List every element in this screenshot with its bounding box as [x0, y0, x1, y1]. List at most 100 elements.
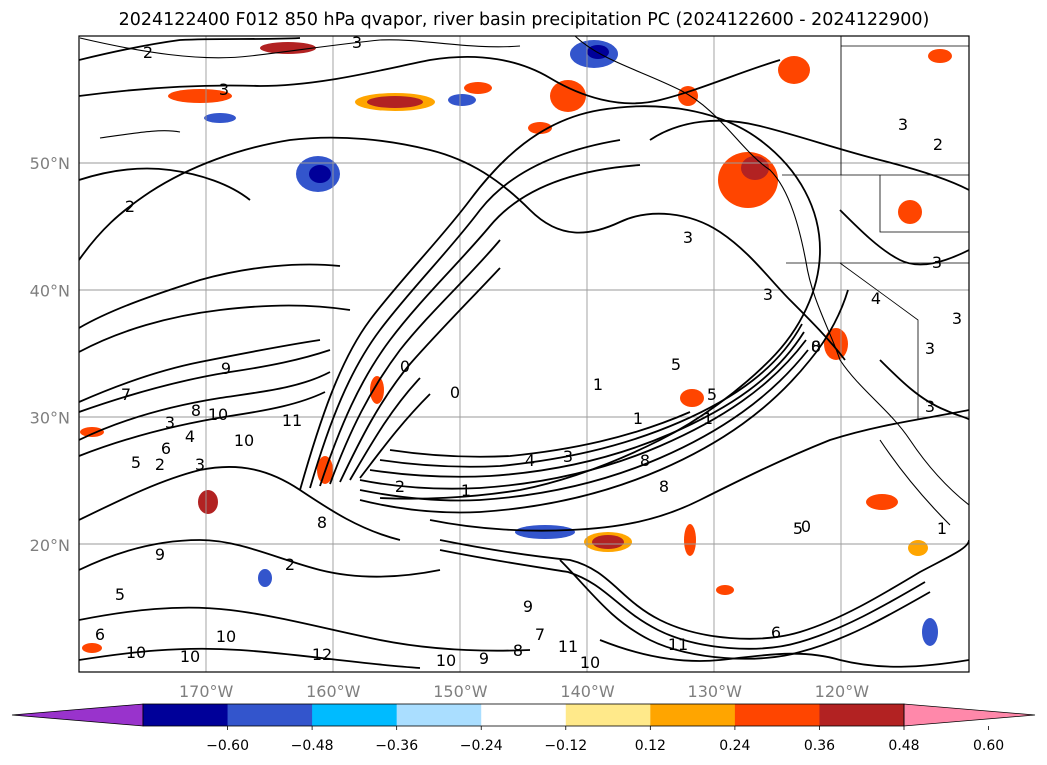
colorbar-tick-label: 0.48 — [888, 738, 919, 754]
contour-label: 7 — [121, 385, 131, 404]
contour-label: 9 — [479, 649, 489, 668]
contour-line — [79, 167, 251, 201]
shade-blob — [922, 618, 938, 646]
shade-blob — [866, 494, 898, 510]
colorbar-tick-label: −0.24 — [460, 738, 503, 754]
colorbar-segment — [650, 704, 736, 726]
contour-label: 3 — [219, 80, 229, 99]
contour-label: 10 — [580, 653, 600, 672]
contour-line — [79, 56, 781, 105]
y-axis-ticks: 20°N 30°N 40°N 50°N — [30, 154, 70, 555]
contour-label: 0 — [450, 383, 460, 402]
contour-label: 3 — [952, 309, 962, 328]
contour-line — [879, 359, 969, 421]
contour-label: 5 — [131, 453, 141, 472]
contour-label: 0 — [801, 517, 811, 536]
contour-label: 10 — [126, 643, 146, 662]
contour-line — [359, 339, 807, 490]
shade-blob — [464, 82, 492, 94]
coastlines — [79, 36, 969, 526]
contour-label: 10 — [216, 627, 236, 646]
contour-line — [389, 411, 691, 458]
contour-label: 0 — [400, 357, 410, 376]
contour-line — [79, 647, 421, 669]
colorbar-tick-label: 0.12 — [635, 738, 666, 754]
colorbar-tick-label: −0.12 — [544, 738, 587, 754]
chart-title: 2024122400 F012 850 hPa qvapor, river ba… — [119, 10, 930, 30]
contour-line — [439, 539, 969, 640]
contour-label: 2 — [933, 135, 943, 154]
colorbar-segment — [565, 704, 651, 726]
contour-line — [79, 539, 441, 578]
colorbar-segment — [227, 704, 313, 726]
contour-label: 2 — [395, 477, 405, 496]
colorbar-tick-label: 0.24 — [719, 738, 750, 754]
contour-line — [299, 105, 821, 500]
contour-label: 8 — [811, 337, 821, 356]
contour-line — [339, 267, 501, 483]
contour-label: 10 — [180, 647, 200, 666]
shade-blob — [370, 376, 384, 404]
contour-label: 4 — [185, 427, 195, 446]
shade-blob — [528, 122, 552, 134]
contour-label: 9 — [523, 597, 533, 616]
precip-shading — [80, 40, 952, 653]
contour-label: 3 — [195, 455, 205, 474]
contour-line — [369, 331, 805, 478]
x-tick-label: 140°W — [560, 682, 615, 701]
colorbar-tick-label: −0.60 — [206, 738, 249, 754]
qvapor-contours — [79, 37, 969, 669]
contour-label: 2 — [155, 455, 165, 474]
contour-label: 10 — [436, 651, 456, 670]
contour-label: 7 — [535, 625, 545, 644]
contour-label: 2 — [125, 197, 135, 216]
contour-line — [359, 349, 809, 502]
contour-label: 5 — [707, 385, 717, 404]
contour-label: 0 — [811, 337, 821, 356]
contour-line — [309, 139, 621, 489]
contour-line — [379, 323, 803, 468]
colorbar-tick-label: 0.60 — [973, 738, 1004, 754]
contour-label: 8 — [317, 513, 327, 532]
contour-label: 1 — [633, 409, 643, 428]
colorbar: −0.60 −0.48 −0.36 −0.24 −0.12 0.12 0.24 0.36 0.4… — [11, 703, 1036, 754]
contour-label: 3 — [932, 253, 942, 272]
shade-blob — [260, 42, 316, 54]
contour-line — [839, 209, 969, 266]
x-tick-label: 120°W — [815, 682, 870, 701]
contour-label: 3 — [165, 413, 175, 432]
colorbar-segment — [819, 704, 905, 726]
contour-line — [359, 393, 431, 479]
contour-line — [599, 639, 969, 668]
contour-line — [79, 263, 341, 329]
contour-label: 5 — [671, 355, 681, 374]
contour-label: 1 — [593, 375, 603, 394]
shade-blob — [82, 643, 102, 653]
x-tick-label: 150°W — [433, 682, 488, 701]
shade-blob — [168, 89, 232, 103]
contour-line — [349, 377, 421, 481]
map-background — [79, 36, 969, 672]
shade-blob — [778, 56, 810, 84]
contour-label: 8 — [513, 641, 523, 660]
shade-blob — [198, 490, 218, 514]
contour-line — [649, 119, 969, 191]
contour-line — [439, 549, 926, 650]
shade-blob — [258, 569, 272, 587]
colorbar-extend-min — [11, 703, 144, 727]
contour-label: 5 — [115, 585, 125, 604]
y-tick-label: 20°N — [30, 536, 70, 555]
contour-line — [79, 136, 846, 361]
contour-label: 6 — [771, 623, 781, 642]
contour-label: 10 — [208, 405, 228, 424]
shade-blob — [908, 540, 928, 556]
contour-label: 3 — [563, 447, 573, 466]
shade-blob — [716, 585, 734, 595]
contour-label: 12 — [312, 645, 332, 664]
contour-line — [79, 466, 401, 541]
contour-label: 8 — [659, 477, 669, 496]
contour-label: 3 — [763, 285, 773, 304]
shade-blob — [367, 96, 423, 108]
